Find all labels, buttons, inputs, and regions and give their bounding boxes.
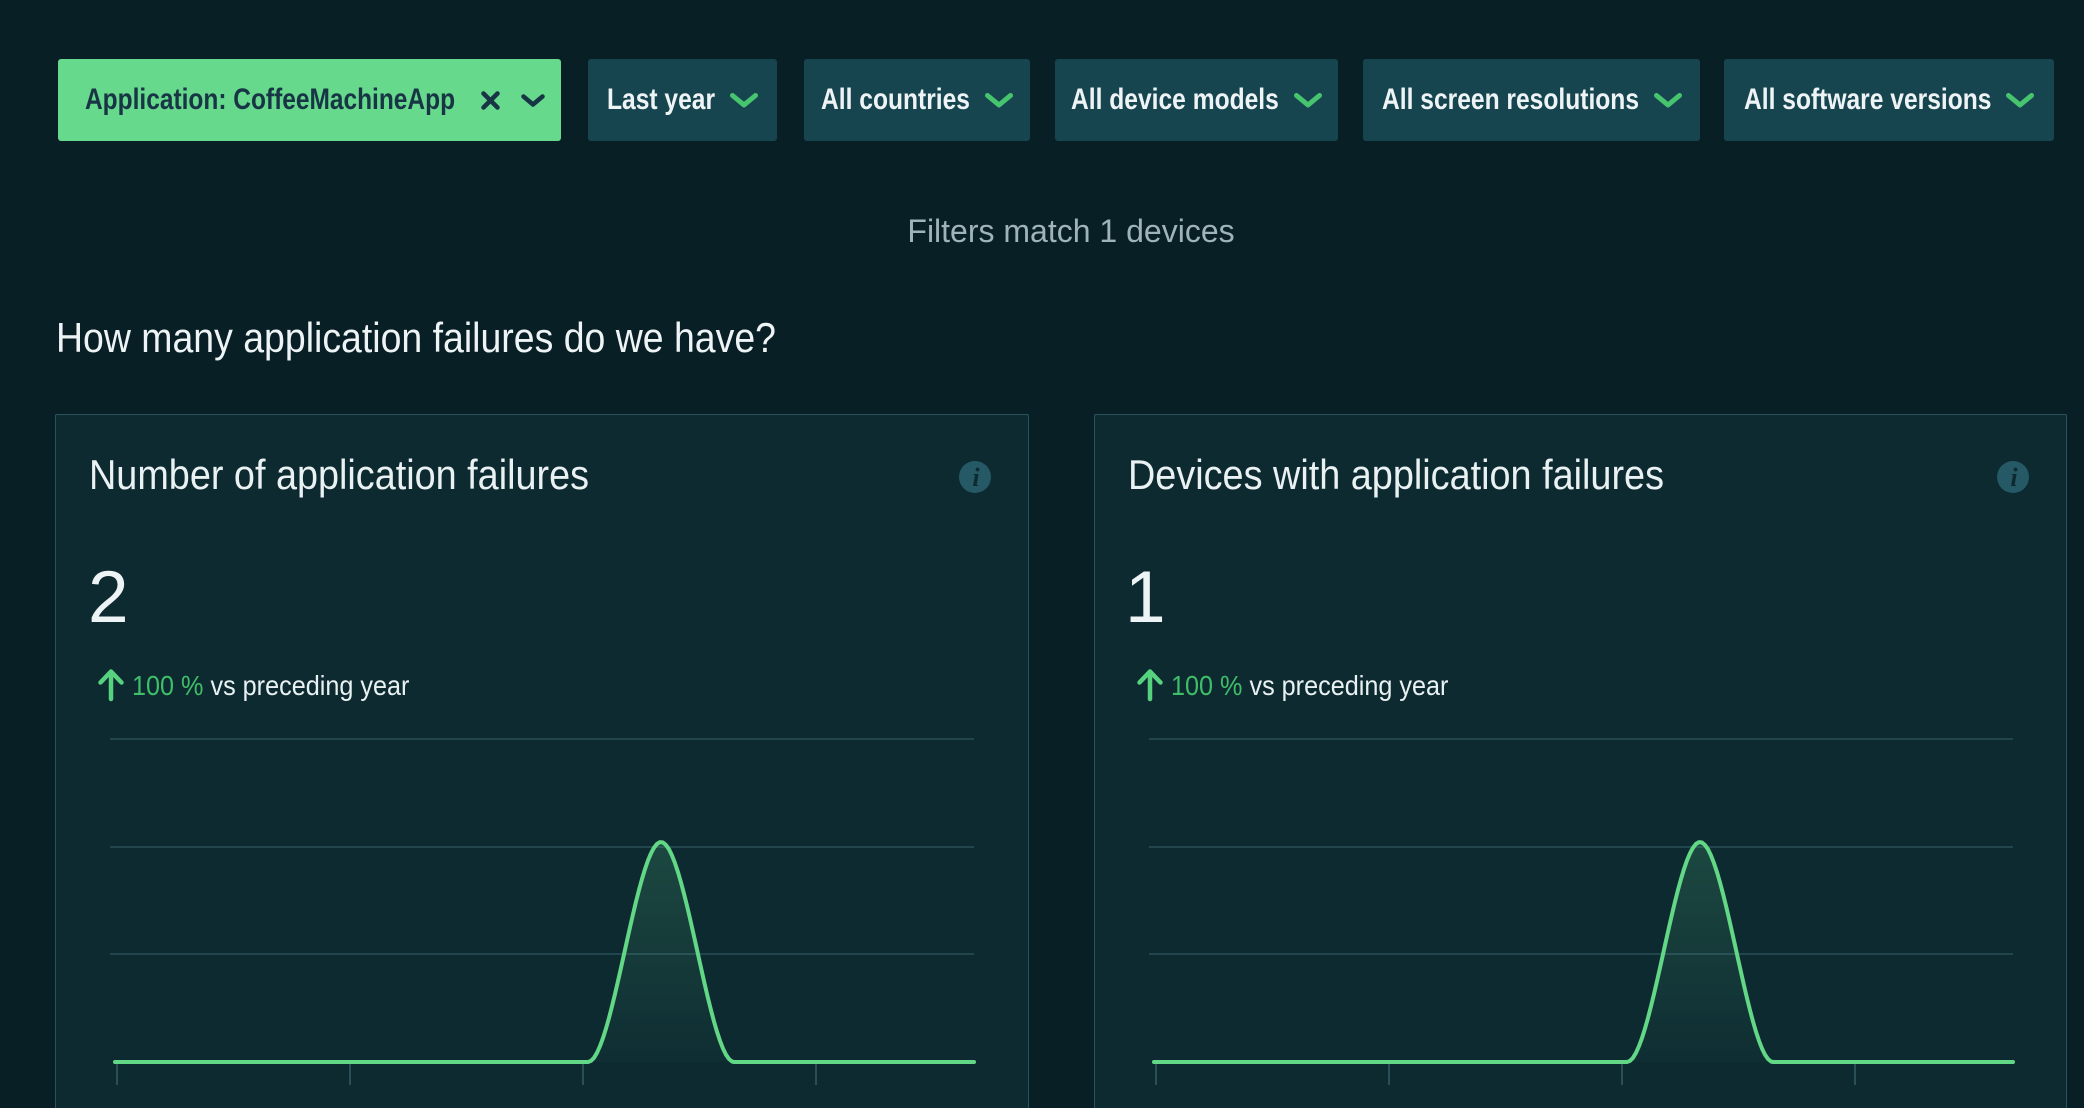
svg-text:i: i (2010, 463, 2018, 492)
svg-text:i: i (972, 463, 980, 492)
